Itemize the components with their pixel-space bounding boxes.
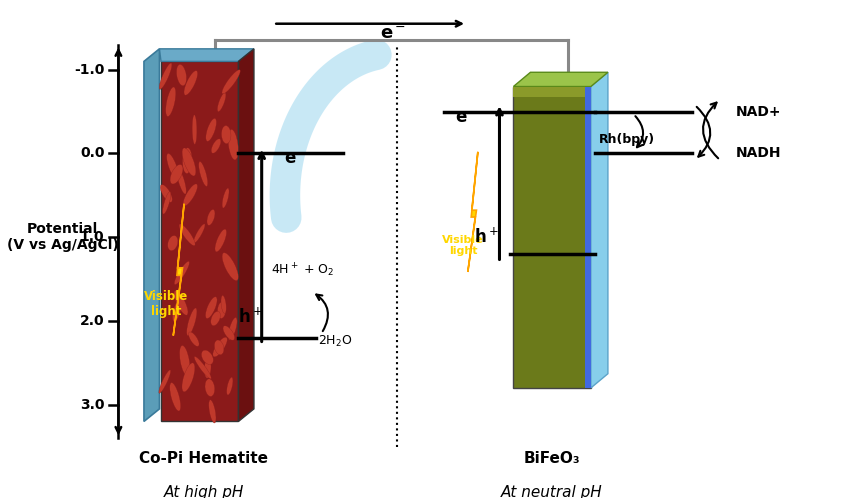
Text: 2H$_2$O: 2H$_2$O xyxy=(318,333,353,349)
Ellipse shape xyxy=(206,119,217,141)
Ellipse shape xyxy=(205,379,215,396)
Ellipse shape xyxy=(165,87,176,117)
Polygon shape xyxy=(468,152,478,272)
Ellipse shape xyxy=(174,290,188,315)
Text: Visible
light: Visible light xyxy=(442,235,484,256)
Text: e$^-$: e$^-$ xyxy=(285,149,309,167)
Polygon shape xyxy=(159,49,254,61)
Ellipse shape xyxy=(159,370,171,393)
Ellipse shape xyxy=(182,363,195,392)
Ellipse shape xyxy=(222,252,238,281)
Ellipse shape xyxy=(206,297,217,319)
Ellipse shape xyxy=(177,168,186,194)
Ellipse shape xyxy=(184,71,198,95)
Text: -1.0: -1.0 xyxy=(74,63,105,77)
Ellipse shape xyxy=(228,318,237,340)
Text: At neutral pH: At neutral pH xyxy=(501,485,603,498)
Ellipse shape xyxy=(170,382,181,411)
Ellipse shape xyxy=(172,299,182,322)
Ellipse shape xyxy=(189,332,199,347)
Polygon shape xyxy=(173,204,184,336)
Text: 4H$^+$ + O$_2$: 4H$^+$ + O$_2$ xyxy=(271,262,334,279)
Ellipse shape xyxy=(201,350,213,365)
Ellipse shape xyxy=(192,115,197,144)
Ellipse shape xyxy=(226,377,233,395)
Ellipse shape xyxy=(222,70,240,94)
Ellipse shape xyxy=(180,346,190,375)
Text: NAD+: NAD+ xyxy=(735,105,782,119)
Ellipse shape xyxy=(166,153,178,179)
Ellipse shape xyxy=(174,261,189,284)
Ellipse shape xyxy=(187,308,197,336)
Ellipse shape xyxy=(215,229,226,252)
Text: NADH: NADH xyxy=(735,146,782,160)
Ellipse shape xyxy=(159,63,172,89)
Text: At high pH: At high pH xyxy=(164,485,243,498)
Polygon shape xyxy=(513,72,608,87)
Ellipse shape xyxy=(160,185,172,202)
Text: e$^-$: e$^-$ xyxy=(455,110,479,127)
Text: h$^+$: h$^+$ xyxy=(237,307,262,327)
Ellipse shape xyxy=(168,236,178,250)
Ellipse shape xyxy=(222,188,229,208)
Ellipse shape xyxy=(221,295,226,313)
Ellipse shape xyxy=(179,224,195,246)
Text: Potential
(V vs Ag/AgCl): Potential (V vs Ag/AgCl) xyxy=(7,222,118,252)
Ellipse shape xyxy=(183,184,197,206)
Ellipse shape xyxy=(194,224,205,243)
Text: 3.0: 3.0 xyxy=(80,398,105,412)
Text: Co-Pi Hematite: Co-Pi Hematite xyxy=(139,451,268,466)
Ellipse shape xyxy=(218,302,226,318)
Ellipse shape xyxy=(223,326,235,340)
Ellipse shape xyxy=(209,400,216,423)
Polygon shape xyxy=(238,49,254,421)
Ellipse shape xyxy=(163,192,171,214)
Ellipse shape xyxy=(212,139,221,153)
Ellipse shape xyxy=(183,148,192,173)
Text: 0.0: 0.0 xyxy=(80,146,105,160)
Ellipse shape xyxy=(218,93,226,112)
Ellipse shape xyxy=(207,210,215,226)
Polygon shape xyxy=(585,87,590,388)
Polygon shape xyxy=(161,61,238,421)
Ellipse shape xyxy=(204,358,211,378)
Ellipse shape xyxy=(177,64,187,86)
Ellipse shape xyxy=(211,311,220,326)
Text: BiFeO₃: BiFeO₃ xyxy=(524,451,580,466)
Polygon shape xyxy=(590,72,608,388)
Text: Visible
light: Visible light xyxy=(144,290,189,318)
Text: h$^+$: h$^+$ xyxy=(474,227,499,246)
Text: Rh(bpy): Rh(bpy) xyxy=(599,133,655,146)
Ellipse shape xyxy=(214,340,224,355)
Polygon shape xyxy=(144,49,159,421)
Text: 1.0: 1.0 xyxy=(80,230,105,244)
Ellipse shape xyxy=(213,337,227,357)
Ellipse shape xyxy=(199,161,207,186)
Polygon shape xyxy=(513,87,590,97)
Text: 2.0: 2.0 xyxy=(80,314,105,328)
Ellipse shape xyxy=(195,357,212,379)
Polygon shape xyxy=(513,87,590,388)
Ellipse shape xyxy=(228,129,238,160)
Text: e$^-$: e$^-$ xyxy=(381,25,406,43)
Ellipse shape xyxy=(221,125,231,144)
Ellipse shape xyxy=(170,164,183,184)
Ellipse shape xyxy=(182,148,196,176)
